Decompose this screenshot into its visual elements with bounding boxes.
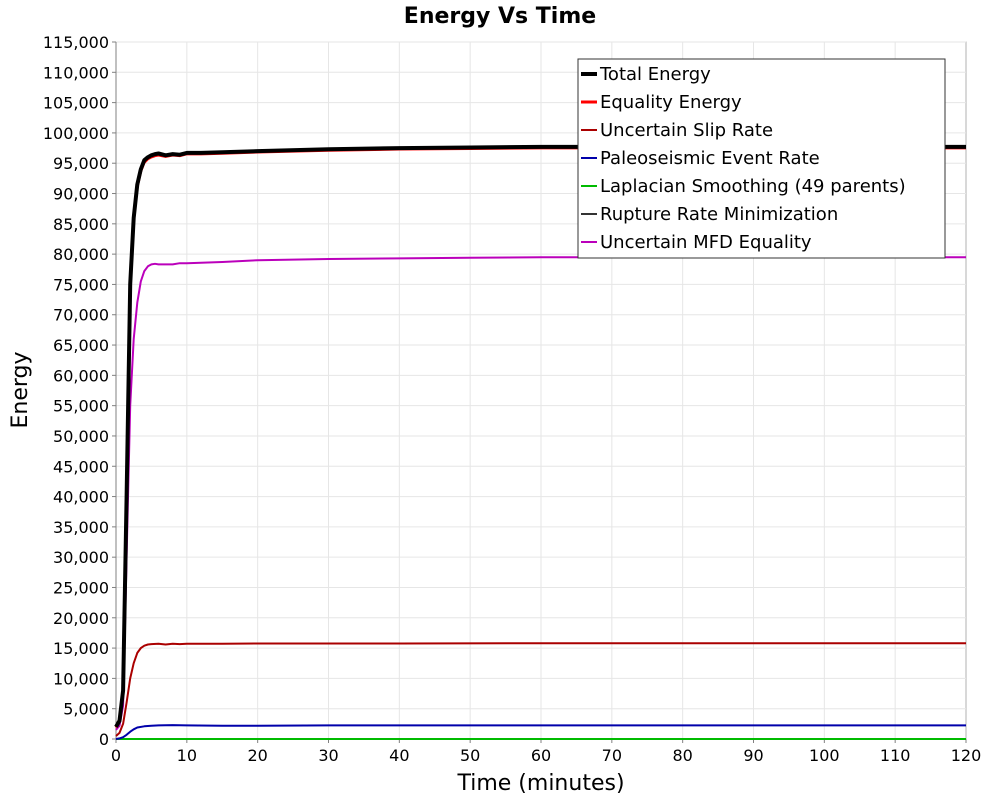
x-tick-label: 10 <box>177 746 197 765</box>
y-tick-label: 65,000 <box>53 336 109 355</box>
legend-label: Paleoseismic Event Rate <box>600 148 820 169</box>
y-tick-label: 35,000 <box>53 518 109 537</box>
x-tick-label: 60 <box>531 746 551 765</box>
x-tick-label: 30 <box>318 746 338 765</box>
y-tick-label: 55,000 <box>53 397 109 416</box>
y-axis-label: Energy <box>8 351 33 428</box>
chart-title: Energy Vs Time <box>404 4 596 29</box>
y-tick-label: 60,000 <box>53 366 109 385</box>
y-tick-label: 115,000 <box>43 33 109 52</box>
y-tick-label: 20,000 <box>53 609 109 628</box>
y-tick-label: 45,000 <box>53 457 109 476</box>
y-tick-label: 50,000 <box>53 427 109 446</box>
y-tick-label: 75,000 <box>53 275 109 294</box>
x-tick-label: 40 <box>389 746 409 765</box>
y-tick-label: 25,000 <box>53 578 109 597</box>
y-tick-label: 40,000 <box>53 488 109 507</box>
legend-label: Uncertain MFD Equality <box>600 232 812 253</box>
legend-box <box>577 58 946 259</box>
x-tick-label: 110 <box>880 746 911 765</box>
legend-label: Laplacian Smoothing (49 parents) <box>600 176 906 197</box>
y-tick-label: 5,000 <box>63 700 109 719</box>
y-tick-label: 15,000 <box>53 639 109 658</box>
y-tick-label: 80,000 <box>53 245 109 264</box>
x-tick-label: 80 <box>672 746 692 765</box>
y-tick-label: 90,000 <box>53 185 109 204</box>
y-tick-label: 70,000 <box>53 306 109 325</box>
y-tick-label: 105,000 <box>43 94 109 113</box>
x-tick-label: 120 <box>951 746 982 765</box>
y-tick-label: 0 <box>99 730 109 749</box>
y-tick-label: 100,000 <box>43 124 109 143</box>
series-line-paleoseismic-event-rate <box>115 724 966 740</box>
x-tick-label: 70 <box>602 746 622 765</box>
y-tick-label: 95,000 <box>53 154 109 173</box>
y-tick-label: 10,000 <box>53 669 109 688</box>
legend: Total Energy Equality Energy Uncertain Sli… <box>577 58 946 259</box>
y-tick-label: 85,000 <box>53 215 109 234</box>
x-axis-label: Time (minutes) <box>456 771 624 796</box>
x-tick-label: 0 <box>111 746 121 765</box>
legend-label: Uncertain Slip Rate <box>600 120 773 141</box>
legend-label: Equality Energy <box>600 92 742 113</box>
grid-lines <box>116 41 966 739</box>
legend-label: Total Energy <box>599 64 711 85</box>
x-tick-label: 90 <box>743 746 763 765</box>
y-tick-label: 30,000 <box>53 548 109 567</box>
legend-label: Rupture Rate Minimization <box>600 204 838 225</box>
x-tick-label: 50 <box>460 746 480 765</box>
axes: 0 5,000 10,000 15,000 20,000 25,000 30,000 35,0… <box>43 33 981 765</box>
x-tick-label: 100 <box>809 746 840 765</box>
series-line-uncertain-slip-rate <box>115 642 966 737</box>
x-tick-label: 20 <box>247 746 267 765</box>
series-line-uncertain-mfd-equality <box>115 256 966 731</box>
y-tick-label: 110,000 <box>43 63 109 82</box>
